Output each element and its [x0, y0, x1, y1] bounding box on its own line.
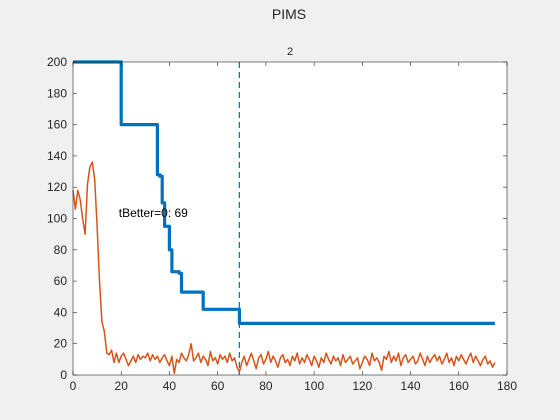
y-tick-label: 20	[54, 337, 68, 351]
axes-title: 2	[287, 46, 293, 58]
x-tick-label: 40	[163, 379, 177, 393]
y-tick-label: 160	[47, 118, 67, 132]
y-tick-label: 180	[47, 86, 67, 100]
x-tick-label: 20	[115, 379, 129, 393]
y-tick-label: 40	[54, 305, 68, 319]
x-tick-label: 0	[70, 379, 77, 393]
series-layer	[72, 60, 496, 375]
x-tick-label: 140	[401, 379, 421, 393]
y-axis: 0 20 40 60 80 100 120 140 160 180 200	[47, 55, 507, 382]
y-tick-label: 140	[47, 149, 67, 163]
figure-title: PIMS	[272, 6, 306, 22]
x-tick-label: 60	[211, 379, 225, 393]
x-tick-label: 80	[259, 379, 273, 393]
x-axis: 0 20 40 60 80 100 120 140 160 180	[70, 62, 517, 393]
y-tick-label: 100	[47, 212, 67, 226]
x-tick-label: 180	[497, 379, 517, 393]
y-tick-label: 0	[60, 368, 67, 382]
x-tick-label: 100	[304, 379, 324, 393]
series-line-1	[73, 60, 495, 325]
series-line-2	[72, 161, 496, 375]
y-tick-label: 120	[47, 180, 67, 194]
annotation-text: tBetter=0: 69	[119, 206, 188, 220]
y-tick-label: 200	[47, 55, 67, 69]
y-tick-label: 80	[54, 243, 68, 257]
y-tick-label: 60	[54, 274, 68, 288]
x-tick-label: 160	[449, 379, 469, 393]
x-tick-label: 120	[352, 379, 372, 393]
